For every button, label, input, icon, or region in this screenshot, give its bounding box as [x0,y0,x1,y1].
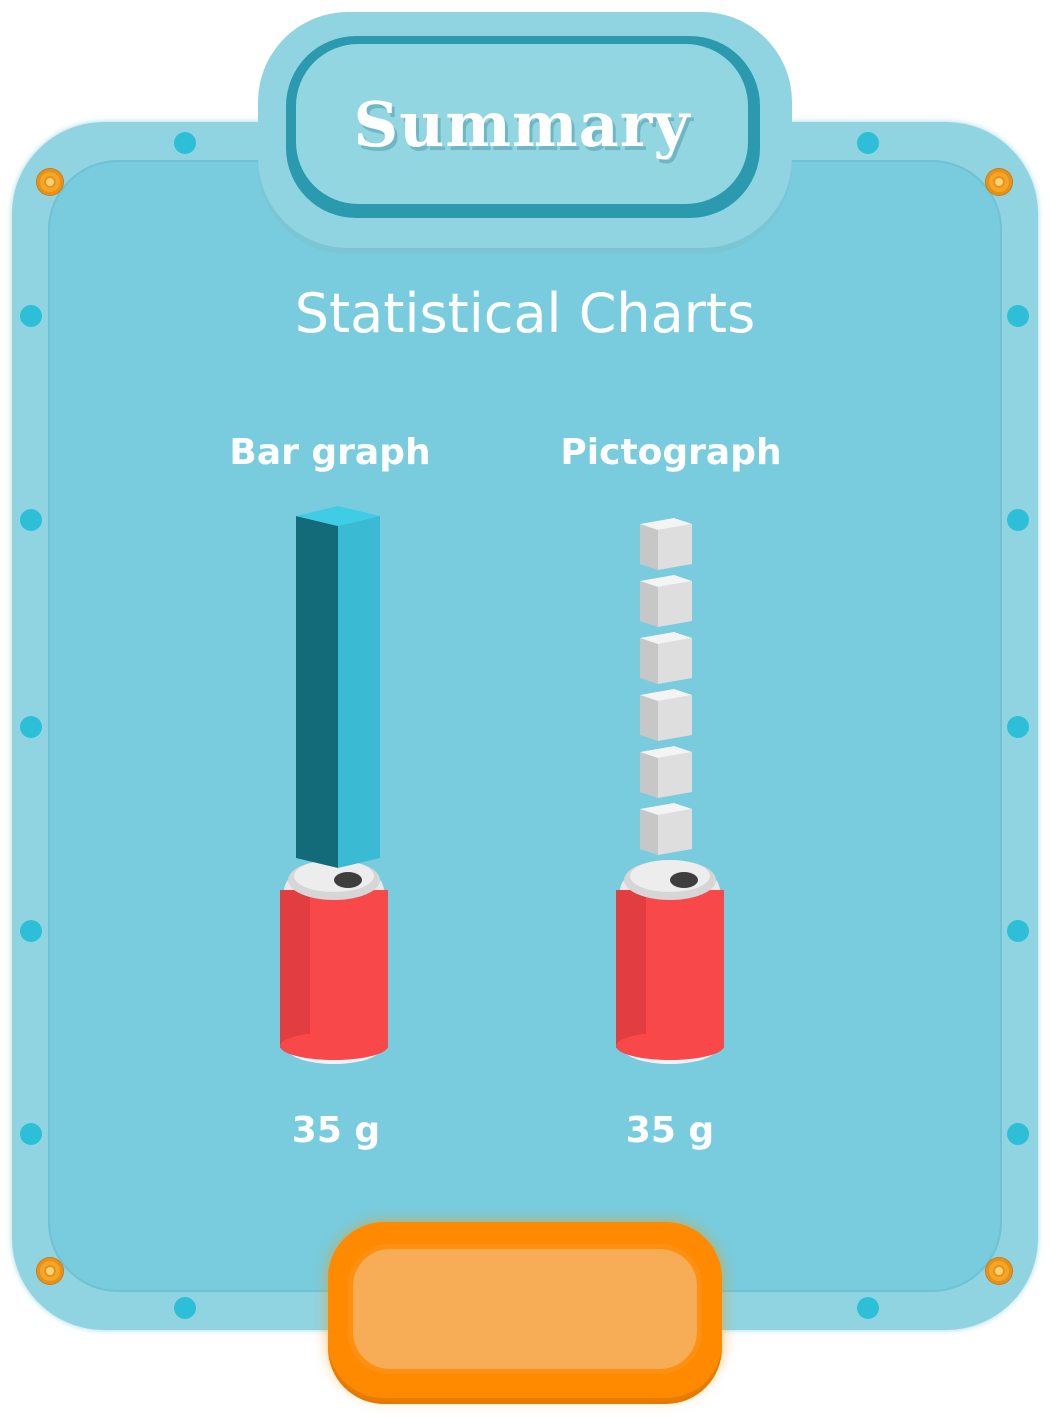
rivet-dot [1007,716,1029,738]
pictograph [640,518,692,855]
section-heading: Statistical Charts [294,282,756,345]
bolt-icon [37,1258,63,1284]
rivet-dot [1007,920,1029,942]
panel-body [48,160,1002,1292]
rivet-dot [1007,305,1029,327]
soda-can-icon [616,860,724,1064]
sugar-cube-icon [640,632,692,684]
page-title: Summary [353,87,691,161]
sugar-cube-icon [640,518,692,570]
continue-button-face[interactable] [348,1244,702,1374]
rivet-dot [20,305,42,327]
bolt-icon [37,169,63,195]
pictograph-value: 35 g [625,1110,715,1151]
bar-graph-label: Bar graph [229,432,431,473]
soda-can-icon [280,860,388,1064]
bolt-icon [986,1258,1012,1284]
rivet-dot [174,132,196,154]
rivet-dot [857,1297,879,1319]
pictograph-label: Pictograph [560,432,782,473]
rivet-dot [857,132,879,154]
sugar-cube-icon [640,689,692,741]
rivet-dot [20,920,42,942]
sugar-cube-icon [640,575,692,627]
rivet-dot [20,509,42,531]
bolt-icon [986,169,1012,195]
bar [296,506,380,868]
title-plate-inner: Summary [296,44,748,204]
rivet-dot [1007,1123,1029,1145]
rivet-dot [20,1123,42,1145]
rivet-dot [1007,509,1029,531]
bar-graph [296,506,380,868]
bar-graph-value: 35 g [291,1110,381,1151]
rivet-dot [174,1297,196,1319]
sugar-cube-icon [640,746,692,798]
rivet-dot [20,716,42,738]
sugar-cube-icon [640,803,692,855]
